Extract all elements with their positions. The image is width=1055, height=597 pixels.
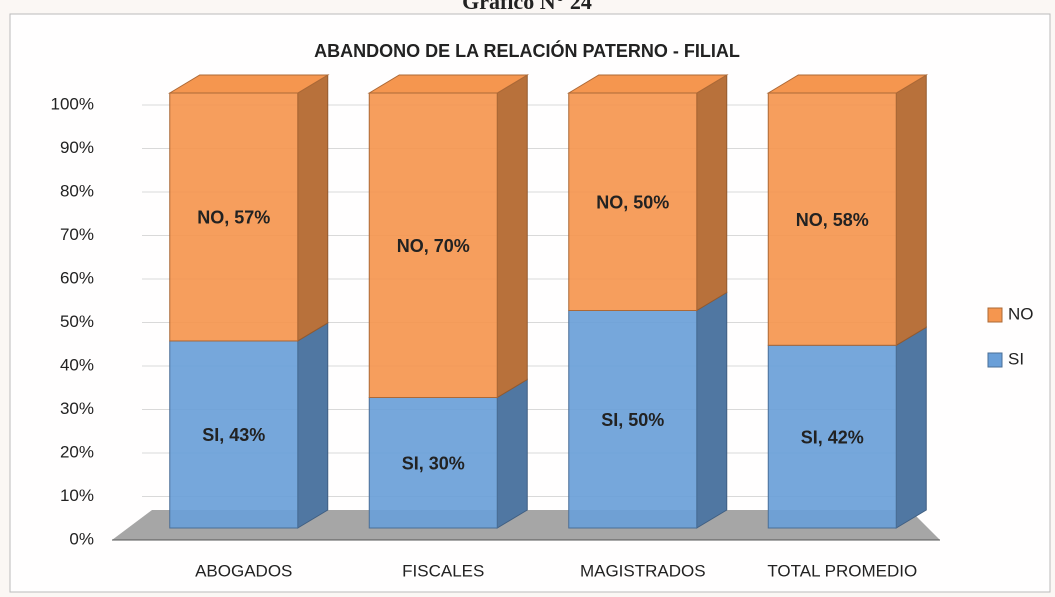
bar-side <box>696 291 728 529</box>
bar <box>169 92 299 342</box>
bar <box>368 92 498 398</box>
y-tick-label: 0% <box>69 529 94 548</box>
bar-top <box>167 74 330 94</box>
y-tick-label: 30% <box>60 399 94 418</box>
bar-side <box>496 378 528 529</box>
y-tick-label: 50% <box>60 312 94 331</box>
floor <box>112 510 940 540</box>
bar <box>368 397 498 529</box>
bar <box>169 340 299 529</box>
bar-side <box>297 74 329 342</box>
x-tick-label: TOTAL PROMEDIO <box>767 561 917 580</box>
data-label: SI, 30% <box>402 454 465 474</box>
bar-side <box>496 74 528 399</box>
x-tick-label: FISCALES <box>402 561 484 580</box>
data-label: SI, 43% <box>202 425 265 445</box>
legend-swatch <box>987 352 1003 368</box>
y-tick-label: 90% <box>60 138 94 157</box>
heading: Gráfico N° 24 <box>462 0 592 14</box>
bar <box>767 344 897 529</box>
y-tick-label: 40% <box>60 355 94 374</box>
y-tick-label: 100% <box>51 94 94 113</box>
legend-label: NO <box>1008 304 1034 323</box>
bar-side <box>895 74 927 347</box>
chart-title: ABANDONO DE LA RELACIÓN PATERNO - FILIAL <box>314 40 740 61</box>
data-label: NO, 70% <box>397 236 470 256</box>
bar-side <box>297 322 329 529</box>
data-label: NO, 50% <box>596 193 669 213</box>
data-label: NO, 57% <box>197 208 270 228</box>
legend-swatch <box>987 307 1003 323</box>
bar <box>767 92 897 346</box>
bar-top <box>766 74 929 94</box>
data-label: SI, 50% <box>601 410 664 430</box>
y-tick-label: 70% <box>60 225 94 244</box>
y-tick-label: 10% <box>60 486 94 505</box>
bar <box>568 310 698 529</box>
data-label: NO, 58% <box>796 210 869 230</box>
y-tick-label: 20% <box>60 442 94 461</box>
bar-side <box>895 326 927 529</box>
x-tick-label: MAGISTRADOS <box>580 561 706 580</box>
bar-top <box>367 74 530 94</box>
y-tick-label: 80% <box>60 181 94 200</box>
data-label: SI, 42% <box>801 427 864 447</box>
bar-top <box>566 74 729 94</box>
bar <box>568 92 698 311</box>
y-tick-label: 60% <box>60 268 94 287</box>
bar-side <box>696 74 728 312</box>
x-tick-label: ABOGADOS <box>195 561 292 580</box>
legend-label: SI <box>1008 349 1024 368</box>
